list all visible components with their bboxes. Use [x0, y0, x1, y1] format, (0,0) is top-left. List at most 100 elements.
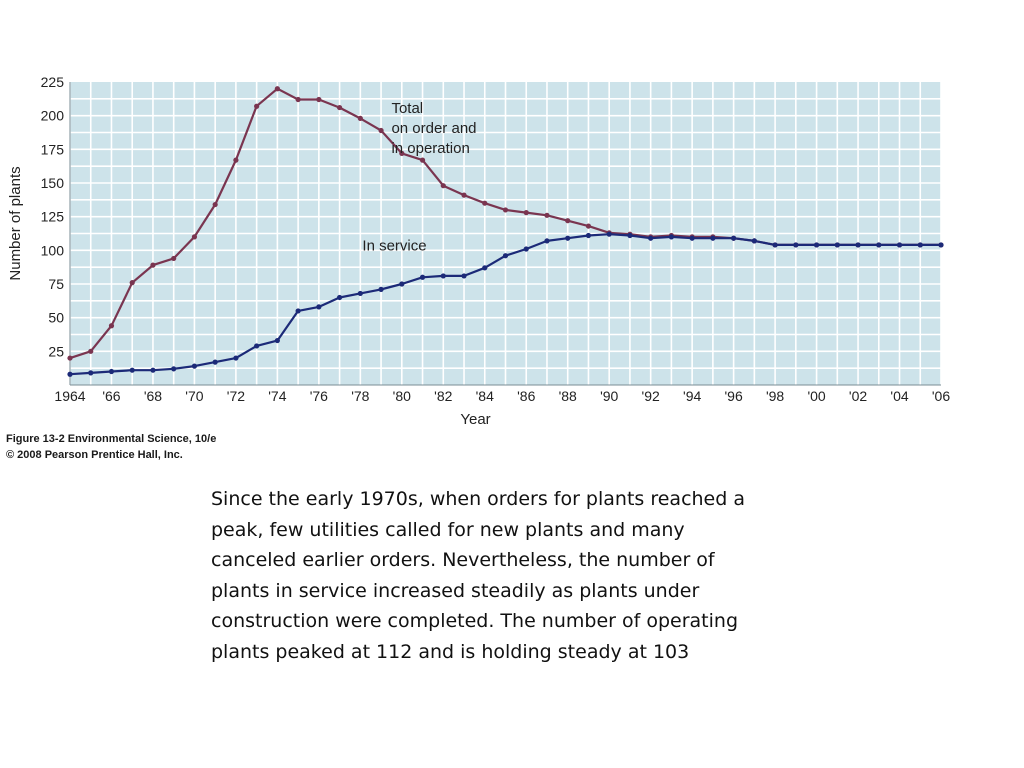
data-point	[482, 265, 488, 271]
x-tick-label: '06	[932, 388, 950, 404]
y-tick-label: 200	[41, 108, 65, 124]
series-annotation-label: on order and	[391, 120, 476, 137]
data-point	[834, 242, 840, 248]
x-tick-label: '72	[227, 388, 245, 404]
data-point	[254, 103, 260, 109]
data-point	[668, 234, 675, 240]
data-point	[233, 355, 239, 361]
series-annotation-label: In service	[362, 237, 426, 254]
data-point	[378, 127, 384, 134]
data-point	[67, 371, 73, 377]
data-point	[917, 242, 923, 248]
data-point	[544, 238, 550, 244]
x-tick-label: '82	[434, 388, 452, 404]
data-point	[896, 242, 903, 248]
data-point	[336, 104, 343, 111]
data-point	[751, 238, 757, 244]
x-tick-label: '00	[807, 388, 825, 404]
data-point	[544, 212, 550, 218]
data-point	[523, 246, 529, 252]
data-point	[419, 157, 426, 163]
data-point	[772, 242, 778, 248]
y-tick-label: 150	[41, 175, 65, 191]
figure-caption-title: Figure 13-2 Environmental Science, 10/e	[6, 433, 217, 445]
data-point	[171, 255, 177, 262]
data-point	[482, 200, 488, 206]
x-tick-label: '70	[185, 388, 203, 404]
data-point	[88, 370, 94, 376]
x-axis-title: Year	[460, 411, 490, 428]
y-tick-label: 225	[41, 74, 65, 90]
data-point	[295, 308, 301, 314]
x-tick-label: '76	[310, 388, 328, 404]
x-tick-label: '74	[268, 388, 286, 404]
data-point	[502, 253, 509, 259]
data-point	[938, 242, 944, 248]
data-point	[295, 96, 301, 103]
data-point	[731, 235, 737, 241]
data-point	[461, 192, 467, 198]
x-tick-label: '84	[476, 388, 494, 404]
data-point	[419, 274, 426, 280]
nuclear-plants-chart: 25 50 75 100 125 150 175 200 225 1964 '66 '68 '70 '72…	[7, 74, 950, 428]
data-point	[336, 294, 343, 301]
x-tick-label: '90	[600, 388, 618, 404]
y-tick-label: 25	[48, 343, 64, 359]
data-point	[585, 223, 592, 229]
data-point	[440, 183, 446, 189]
y-tick-label: 75	[48, 276, 64, 292]
data-point	[254, 343, 260, 349]
data-point	[378, 286, 384, 292]
slide-description-text: Since the early 1970s, when orders for p…	[211, 488, 745, 663]
x-tick-label: '66	[102, 388, 120, 404]
x-tick-label: '04	[890, 388, 908, 404]
data-point	[191, 363, 198, 369]
data-point	[565, 218, 571, 224]
data-point	[793, 242, 799, 248]
data-point	[813, 242, 820, 248]
data-point	[150, 367, 156, 373]
data-point	[274, 337, 280, 344]
x-tick-label: 1964	[54, 388, 85, 404]
data-point	[502, 207, 509, 213]
x-tick-label: '80	[393, 388, 411, 404]
data-point	[876, 242, 882, 248]
series-in-service	[67, 231, 944, 377]
x-tick-label: '88	[559, 388, 577, 404]
data-point	[440, 273, 446, 279]
x-tick-label: '68	[144, 388, 162, 404]
data-point	[171, 366, 177, 372]
y-tick-label: 50	[48, 310, 64, 326]
data-point	[523, 210, 529, 216]
data-point	[233, 157, 239, 163]
data-point	[129, 367, 135, 373]
x-tick-label: '98	[766, 388, 784, 404]
data-point	[689, 235, 695, 241]
data-point	[399, 281, 405, 287]
data-point	[150, 262, 156, 268]
x-tick-label: '96	[724, 388, 742, 404]
data-point	[648, 235, 654, 241]
y-tick-label: 100	[41, 242, 65, 258]
y-tick-label: 125	[41, 209, 65, 225]
y-tick-label: 175	[41, 141, 65, 157]
data-point	[316, 304, 322, 310]
x-tick-label: '94	[683, 388, 701, 404]
series-annotation-label: in operation	[391, 140, 469, 157]
x-tick-label: '92	[642, 388, 660, 404]
grid-lines	[69, 82, 942, 385]
data-point	[855, 242, 861, 248]
data-point	[710, 235, 716, 241]
data-point	[399, 150, 405, 156]
x-tick-label: '02	[849, 388, 867, 404]
data-point	[67, 355, 73, 361]
data-point	[212, 359, 218, 365]
data-point	[357, 290, 363, 297]
series-annotation-label: Total	[391, 100, 423, 117]
data-point	[565, 235, 571, 241]
data-point	[357, 115, 363, 121]
data-point	[108, 368, 115, 375]
data-point	[108, 323, 115, 329]
data-point	[585, 232, 592, 239]
